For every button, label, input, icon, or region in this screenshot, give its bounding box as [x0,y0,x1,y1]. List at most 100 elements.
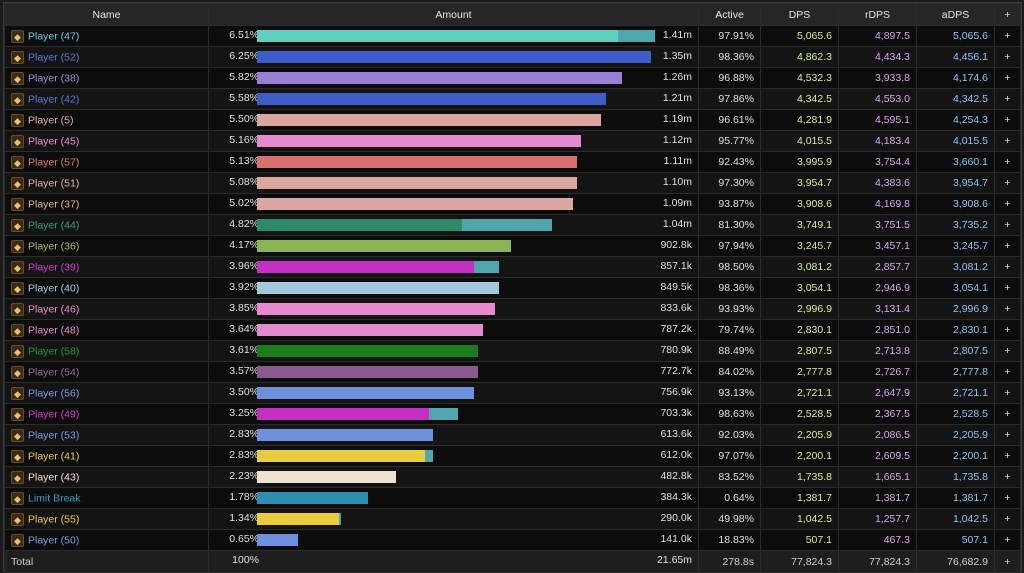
job-icon-40: ◆ [11,281,24,295]
expand-row-button[interactable]: + [994,361,1021,383]
damage-amount: 772.7k [660,365,692,377]
row-amount-cell: 3.92% 849.5k [208,277,699,299]
row-amount-cell: 3.25% 703.3k [208,403,699,425]
expand-row-button[interactable]: + [994,403,1021,425]
row-amount-cell: 5.82% 1.26m [208,67,699,89]
rdps-value: 1,257.7 [838,508,917,530]
adps-value: 2,528.5 [916,403,995,425]
table-row[interactable]: ◆ Player (52) 6.25% 1.35m 98.36% 4,862.3 … [4,46,1021,68]
player-name: Player (49) [28,408,80,420]
table-row[interactable]: ◆ Player (53) 2.83% 613.6k 92.03% 2,205.9… [4,424,1021,446]
table-row[interactable]: ◆ Player (44) 4.82% 1.04m 81.30% 3,749.1 … [4,214,1021,236]
expand-row-button[interactable]: + [994,256,1021,278]
expand-row-button[interactable]: + [994,445,1021,467]
expand-row-button[interactable]: + [994,319,1021,341]
table-row[interactable]: ◆ Player (37) 5.02% 1.09m 93.87% 3,908.6 … [4,193,1021,215]
table-row[interactable]: ◆ Player (39) 3.96% 857.1k 98.50% 3,081.2… [4,256,1021,278]
adps-value: 2,996.9 [916,298,995,320]
expand-row-button[interactable]: + [994,172,1021,194]
column-header-amount[interactable]: Amount [208,3,699,26]
active-percent: 97.91% [698,25,761,47]
expand-row-button[interactable]: + [994,277,1021,299]
column-header-rdps[interactable]: rDPS [838,3,917,26]
expand-row-button[interactable]: + [994,235,1021,257]
column-header-active[interactable]: Active [698,3,761,26]
table-row[interactable]: ◆ Player (46) 3.85% 833.6k 93.93% 2,996.9… [4,298,1021,320]
table-row[interactable]: ◆ Player (45) 5.16% 1.12m 95.77% 4,015.5 … [4,130,1021,152]
table-row[interactable]: ◆ Player (38) 5.82% 1.26m 96.88% 4,532.3 … [4,67,1021,89]
damage-percent: 6.51% [229,29,259,41]
damage-amount: 1.09m [662,197,692,209]
expand-row-button[interactable]: + [994,529,1021,551]
damage-amount: 290.0k [660,512,692,524]
expand-row-button[interactable]: + [994,487,1021,509]
damage-bar [257,51,651,63]
column-header-dps[interactable]: DPS [760,3,839,26]
expand-row-button[interactable]: + [994,298,1021,320]
rdps-value: 4,383.6 [838,172,917,194]
expand-row-button[interactable]: + [994,130,1021,152]
column-header-adps[interactable]: aDPS [916,3,995,26]
job-icon-48: ◆ [11,323,24,337]
table-row[interactable]: ◆ Player (41) 2.83% 612.0k 97.07% 2,200.1… [4,445,1021,467]
player-name: Player (44) [28,219,80,231]
damage-bar [257,450,425,462]
expand-row-button[interactable]: + [994,214,1021,236]
active-percent: 88.49% [698,340,761,362]
damage-percent: 3.57% [229,365,259,377]
row-amount-cell: 5.50% 1.19m [208,109,699,131]
table-row[interactable]: ◆ Player (40) 3.92% 849.5k 98.36% 3,054.1… [4,277,1021,299]
expand-row-button[interactable]: + [994,67,1021,89]
adps-value: 2,205.9 [916,424,995,446]
job-icon-39: ◆ [11,260,24,274]
dps-value: 1,381.7 [760,487,839,509]
table-row[interactable]: ◆ Player (5) 5.50% 1.19m 96.61% 4,281.9 4… [4,109,1021,131]
expand-row-button[interactable]: + [994,109,1021,131]
active-percent: 92.43% [698,151,761,173]
damage-bar [257,345,478,357]
table-row[interactable]: ◆ Player (43) 2.23% 482.8k 83.52% 1,735.8… [4,466,1021,488]
dps-value: 507.1 [760,529,839,551]
active-percent: 97.07% [698,445,761,467]
expand-row-button[interactable]: + [994,193,1021,215]
damage-amount: 612.0k [660,449,692,461]
table-row[interactable]: ◆ Player (36) 4.17% 902.8k 97.94% 3,245.7… [4,235,1021,257]
damage-bar-secondary [339,513,341,525]
expand-row-button[interactable]: + [994,382,1021,404]
damage-bar [257,387,474,399]
table-row[interactable]: ◆ Player (42) 5.58% 1.21m 97.86% 4,342.5 … [4,88,1021,110]
expand-row-button[interactable]: + [994,151,1021,173]
row-amount-cell: 4.82% 1.04m [208,214,699,236]
table-row[interactable]: ◆ Player (54) 3.57% 772.7k 84.02% 2,777.8… [4,361,1021,383]
column-header-name[interactable]: Name [4,3,209,26]
table-row[interactable]: ◆ Player (50) 0.65% 141.0k 18.83% 507.1 4… [4,529,1021,551]
add-column-button[interactable]: + [994,3,1021,26]
table-row[interactable]: ◆ Limit Break 1.78% 384.3k 0.64% 1,381.7 … [4,487,1021,509]
player-name: Player (38) [28,72,80,84]
damage-bar [257,303,495,315]
table-row[interactable]: ◆ Player (48) 3.64% 787.2k 79.74% 2,830.1… [4,319,1021,341]
expand-row-button[interactable]: + [994,88,1021,110]
expand-row-button[interactable]: + [994,508,1021,530]
damage-percent: 5.16% [229,134,259,146]
expand-row-button[interactable]: + [994,424,1021,446]
table-row[interactable]: ◆ Player (47) 6.51% 1.41m 97.91% 5,065.6 … [4,25,1021,47]
table-row[interactable]: ◆ Player (57) 5.13% 1.11m 92.43% 3,995.9 … [4,151,1021,173]
dps-value: 3,908.6 [760,193,839,215]
table-row[interactable]: ◆ Player (58) 3.61% 780.9k 88.49% 2,807.5… [4,340,1021,362]
table-row[interactable]: ◆ Player (49) 3.25% 703.3k 98.63% 2,528.5… [4,403,1021,425]
expand-row-button[interactable]: + [994,466,1021,488]
table-row[interactable]: ◆ Player (51) 5.08% 1.10m 97.30% 3,954.7 … [4,172,1021,194]
expand-row-button[interactable]: + [994,25,1021,47]
table-row[interactable]: ◆ Player (55) 1.34% 290.0k 49.98% 1,042.5… [4,508,1021,530]
dps-value: 2,200.1 [760,445,839,467]
rdps-value: 2,851.0 [838,319,917,341]
player-name: Player (40) [28,282,80,294]
total-pct: 100% [232,554,259,566]
total-expand-button[interactable]: + [994,550,1021,573]
expand-row-button[interactable]: + [994,340,1021,362]
job-icon-41: ◆ [11,449,24,463]
expand-row-button[interactable]: + [994,46,1021,68]
table-row[interactable]: ◆ Player (56) 3.50% 756.9k 93.13% 2,721.1… [4,382,1021,404]
dps-value: 3,245.7 [760,235,839,257]
